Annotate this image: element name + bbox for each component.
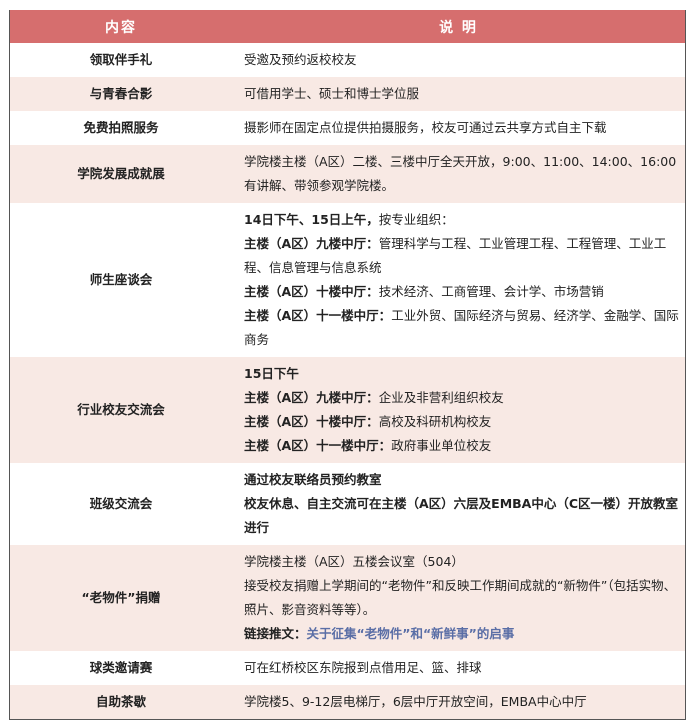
table-row: 与青春合影 可借用学士、硕士和博士学位服 bbox=[9, 77, 686, 111]
item-description: 15日下午 主楼（A区）九楼中厅：企业及非营利组织校友 主楼（A区）十楼中厅：高校及… bbox=[232, 357, 686, 463]
item-description: 摄影师在固定点位提供拍摄服务，校友可通过云共享方式自主下载 bbox=[232, 111, 686, 145]
item-name: 自助茶歇 bbox=[9, 685, 232, 720]
description-line: 学院楼主楼（A区）五楼会议室（504） bbox=[244, 550, 679, 574]
description-text: 接受校友捐赠上学期间的“老物件”和反映工作期间成就的“新物件”（包括实物、照片、… bbox=[244, 578, 677, 617]
item-description: 学院楼主楼（A区）二楼、三楼中厅全天开放，9:00、11:00、14:00、16… bbox=[232, 145, 686, 203]
description-line: 主楼（A区）十楼中厅：技术经济、工商管理、会计学、市场营销 bbox=[244, 280, 679, 304]
header-content: 内容 bbox=[9, 10, 232, 43]
description-text: 学院楼主楼（A区）五楼会议室（504） bbox=[244, 554, 464, 569]
table-row: 球类邀请赛 可在红桥校区东院报到点借用足、篮、排球 bbox=[10, 651, 686, 685]
table-row: 免费拍照服务 摄影师在固定点位提供拍摄服务，校友可通过云共享方式自主下载 bbox=[10, 111, 686, 145]
description-line: 接受校友捐赠上学期间的“老物件”和反映工作期间成就的“新物件”（包括实物、照片、… bbox=[244, 574, 679, 622]
item-description: 学院楼5、9-12层电梯厅，6层中厅开放空间，EMBA中心中厅 bbox=[232, 685, 686, 720]
bold-label: 主楼（A区）十楼中厅： bbox=[244, 284, 379, 299]
table-row: 班级交流会 通过校友联络员预约教室校友休息、自主交流可在主楼（A区）六层及EMBA… bbox=[10, 463, 686, 545]
description-text: 可在红桥校区东院报到点借用足、篮、排球 bbox=[244, 660, 482, 675]
description-line: 摄影师在固定点位提供拍摄服务，校友可通过云共享方式自主下载 bbox=[244, 116, 679, 140]
description-text: 按专业组织： bbox=[378, 212, 454, 227]
table-header-row: 内容 说 明 bbox=[9, 10, 686, 43]
table-row: 师生座谈会 14日下午、15日上午，按专业组织： 主楼（A区）九楼中厅：管理科学与工… bbox=[10, 203, 686, 357]
header-description: 说 明 bbox=[232, 10, 686, 43]
description-text: 受邀及预约返校校友 bbox=[244, 52, 357, 67]
item-name: “老物件”捐赠 bbox=[9, 545, 232, 651]
bold-label: 主楼（A区）十一楼中厅： bbox=[244, 438, 392, 453]
description-line: 15日下午 bbox=[244, 362, 679, 386]
description-text: 高校及科研机构校友 bbox=[378, 414, 492, 429]
item-description: 14日下午、15日上午，按专业组织： 主楼（A区）九楼中厅：管理科学与工程、工业管… bbox=[232, 203, 686, 357]
description-line: 链接推文：关于征集“老物件”和“新鲜事”的启事 bbox=[244, 622, 679, 646]
description-line: 可借用学士、硕士和博士学位服 bbox=[244, 82, 679, 106]
bold-label: 主楼（A区）十一楼中厅： bbox=[244, 308, 392, 323]
description-line: 可在红桥校区东院报到点借用足、篮、排球 bbox=[244, 656, 679, 680]
item-name: 班级交流会 bbox=[89, 496, 153, 511]
table-row: 自助茶歇 学院楼5、9-12层电梯厅，6层中厅开放空间，EMBA中心中厅 bbox=[9, 685, 686, 720]
item-name: 与青春合影 bbox=[9, 77, 232, 111]
description-line: 学院楼主楼（A区）二楼、三楼中厅全天开放，9:00、11:00、14:00、16… bbox=[244, 150, 679, 198]
article-link[interactable]: 关于征集“老物件”和“新鲜事”的启事 bbox=[306, 626, 515, 641]
description-text: 管理科学与工程、工业管理工程、工程管理、工业工程、信息管理与信息系统 bbox=[244, 236, 667, 275]
item-description: 可在红桥校区东院报到点借用足、篮、排球 bbox=[232, 651, 686, 685]
description-line: 主楼（A区）十一楼中厅：政府事业单位校友 bbox=[244, 434, 679, 458]
table-row: “老物件”捐赠 学院楼主楼（A区）五楼会议室（504） 接受校友捐赠上学期间的“老物… bbox=[9, 545, 686, 651]
bold-label: 链接推文： bbox=[244, 626, 307, 641]
item-description: 可借用学士、硕士和博士学位服 bbox=[232, 77, 686, 111]
description-text: 技术经济、工商管理、会计学、市场营销 bbox=[378, 284, 604, 299]
description-line: 主楼（A区）九楼中厅：企业及非营利组织校友 bbox=[244, 386, 679, 410]
item-name: 师生座谈会 bbox=[89, 272, 153, 287]
description-text: 企业及非营利组织校友 bbox=[378, 390, 504, 405]
description-line: 主楼（A区）十楼中厅：高校及科研机构校友 bbox=[244, 410, 679, 434]
item-description: 通过校友联络员预约教室校友休息、自主交流可在主楼（A区）六层及EMBA中心（C区… bbox=[232, 463, 686, 545]
description-text: 可借用学士、硕士和博士学位服 bbox=[244, 86, 420, 101]
description-text: 政府事业单位校友 bbox=[391, 438, 492, 453]
item-name: 免费拍照服务 bbox=[83, 120, 159, 135]
activity-table: 内容 说 明 领取伴手礼 受邀及预约返校校友 与青春合影 可借用学士、硕士和博士学位服… bbox=[9, 10, 686, 720]
table-row: 行业校友交流会 15日下午 主楼（A区）九楼中厅：企业及非营利组织校友 主楼（A区）十… bbox=[9, 357, 686, 463]
bold-label: 主楼（A区）十楼中厅： bbox=[244, 414, 379, 429]
description-line: 受邀及预约返校校友 bbox=[244, 48, 679, 72]
description-line: 通过校友联络员预约教室 bbox=[244, 468, 679, 492]
description-text: 学院楼主楼（A区）二楼、三楼中厅全天开放，9:00、11:00、14:00、16… bbox=[244, 154, 677, 193]
description-line: 主楼（A区）九楼中厅：管理科学与工程、工业管理工程、工程管理、工业工程、信息管理… bbox=[244, 232, 679, 280]
bold-label: 校友休息、自主交流可在主楼（A区）六层及EMBA中心（C区一楼）开放教室进行 bbox=[244, 496, 679, 535]
bold-label: 15日下午 bbox=[244, 366, 299, 381]
description-line: 学院楼5、9-12层电梯厅，6层中厅开放空间，EMBA中心中厅 bbox=[244, 690, 679, 714]
item-name: 行业校友交流会 bbox=[9, 357, 232, 463]
description-line: 14日下午、15日上午，按专业组织： bbox=[244, 208, 679, 232]
table-row: 领取伴手礼 受邀及预约返校校友 bbox=[10, 43, 686, 77]
item-description: 学院楼主楼（A区）五楼会议室（504） 接受校友捐赠上学期间的“老物件”和反映工作… bbox=[232, 545, 686, 651]
item-name: 领取伴手礼 bbox=[89, 52, 153, 67]
bold-label: 主楼（A区）九楼中厅： bbox=[244, 390, 379, 405]
bold-label: 通过校友联络员预约教室 bbox=[244, 472, 382, 487]
item-name: 球类邀请赛 bbox=[89, 660, 153, 675]
description-text: 摄影师在固定点位提供拍摄服务，校友可通过云共享方式自主下载 bbox=[244, 120, 607, 135]
bold-label: 主楼（A区）九楼中厅： bbox=[244, 236, 379, 251]
bold-label: 14日下午、15日上午， bbox=[244, 212, 379, 227]
item-description: 受邀及预约返校校友 bbox=[232, 43, 686, 77]
description-line: 主楼（A区）十一楼中厅：工业外贸、国际经济与贸易、经济学、金融学、国际商务 bbox=[244, 304, 679, 352]
description-text: 工业外贸、国际经济与贸易、经济学、金融学、国际商务 bbox=[244, 308, 679, 347]
description-text: 学院楼5、9-12层电梯厅，6层中厅开放空间，EMBA中心中厅 bbox=[244, 694, 587, 709]
description-line: 校友休息、自主交流可在主楼（A区）六层及EMBA中心（C区一楼）开放教室进行 bbox=[244, 492, 679, 540]
item-name: 学院发展成就展 bbox=[9, 145, 232, 203]
table-row: 学院发展成就展 学院楼主楼（A区）二楼、三楼中厅全天开放，9:00、11:00、1… bbox=[9, 145, 686, 203]
